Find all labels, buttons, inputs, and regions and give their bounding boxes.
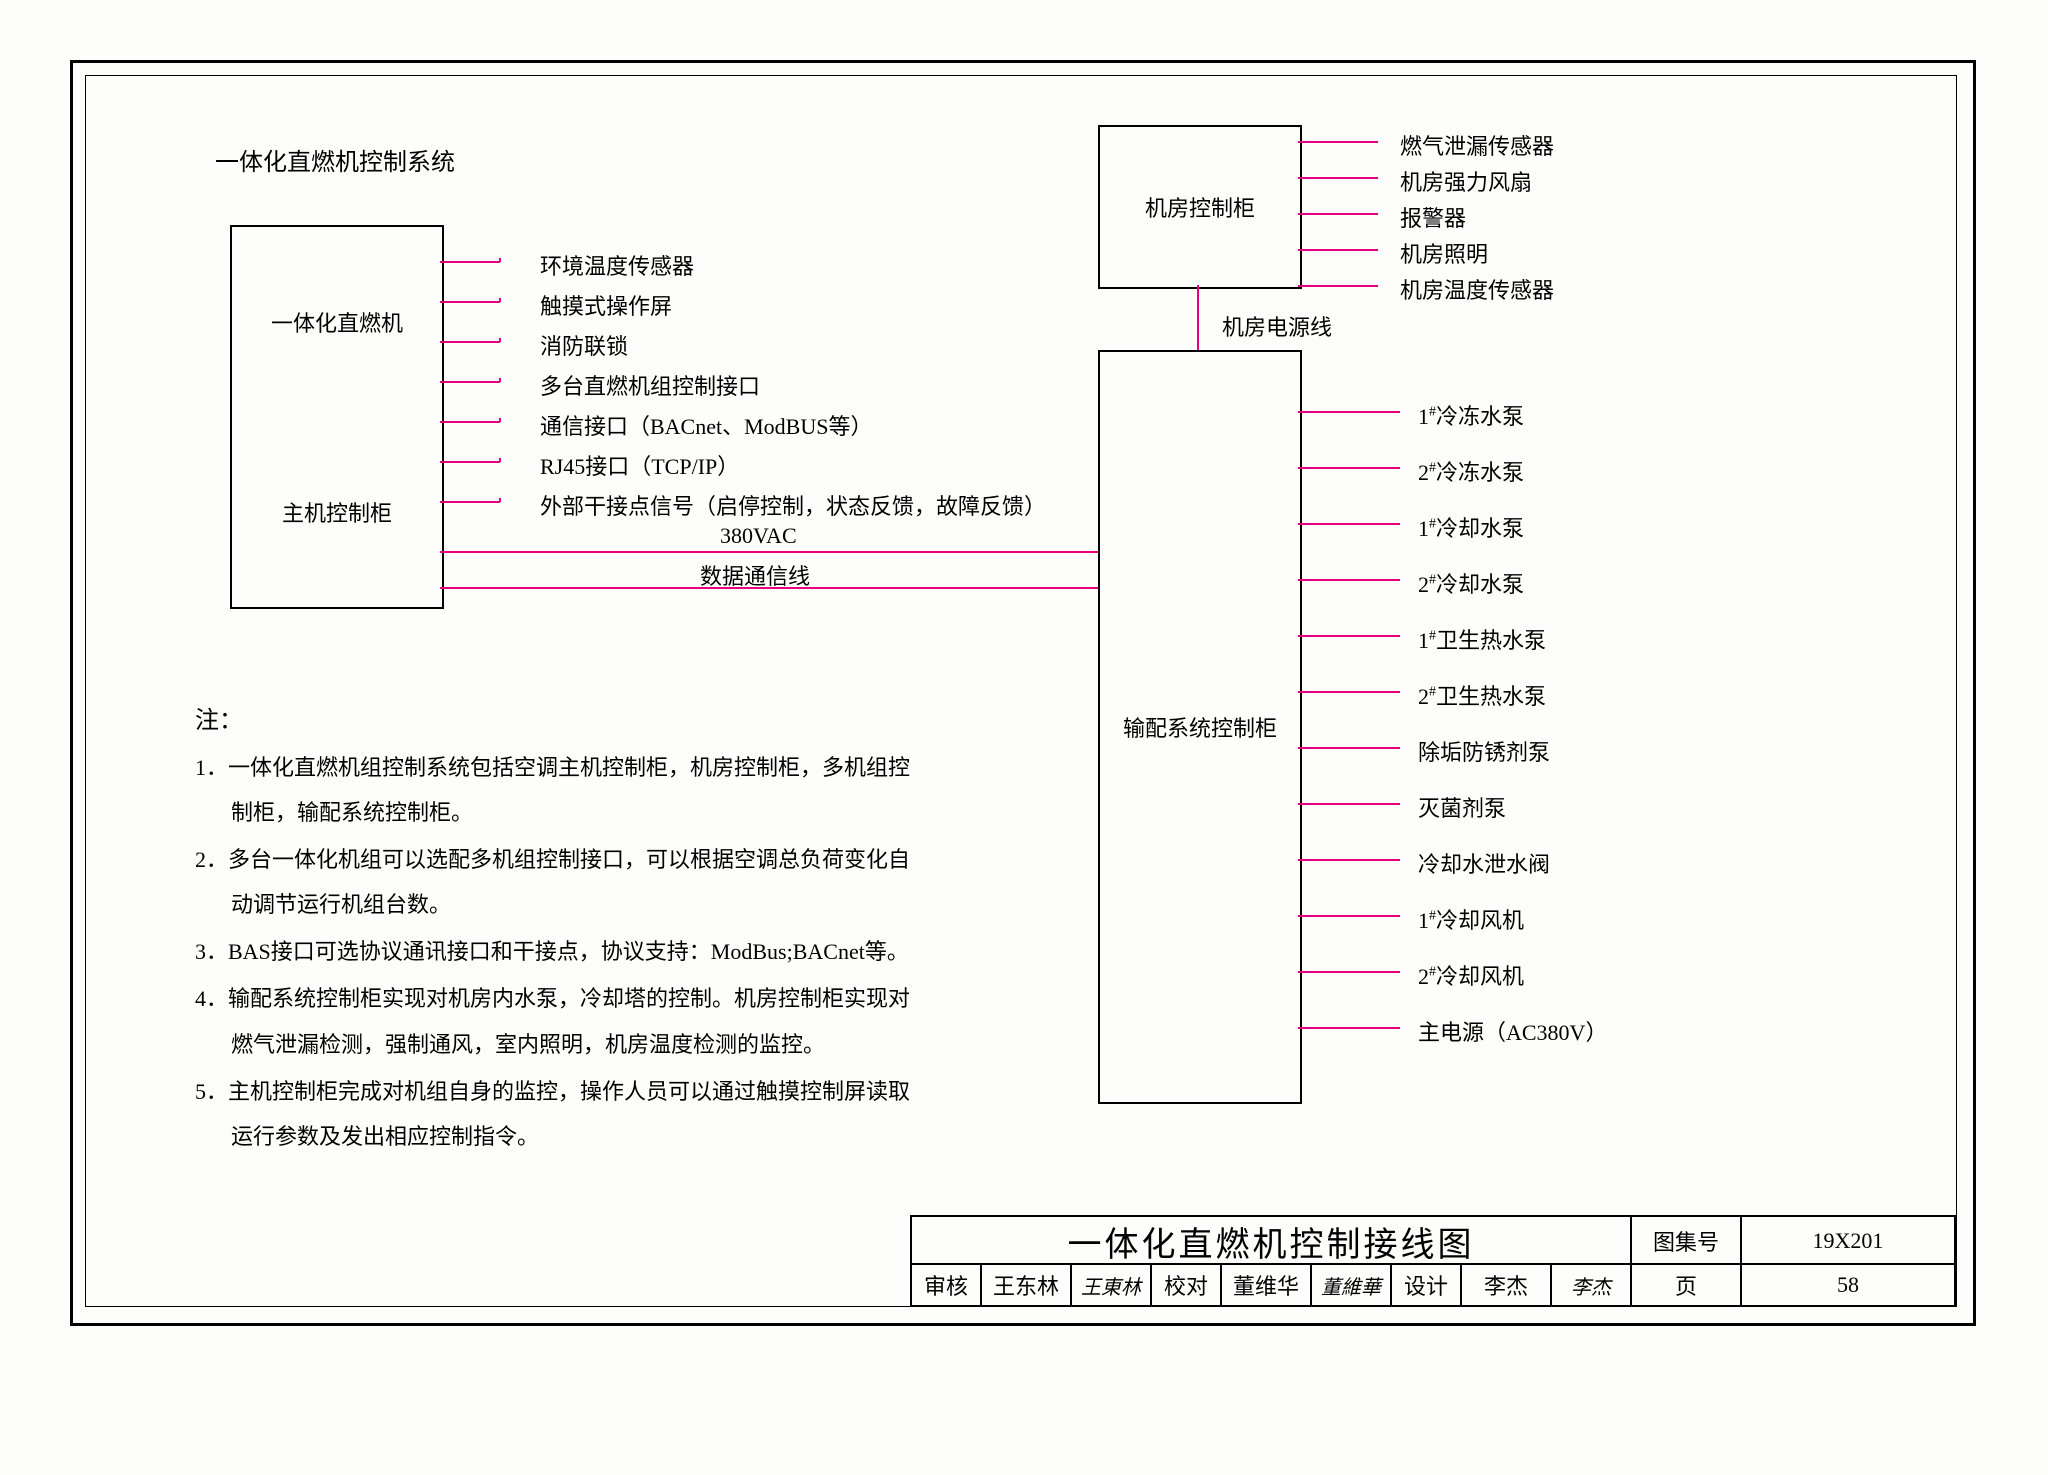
title-block: 一体化直燃机控制接线图 图集号 19X201 审核 王东林 王東林 校对 董维华… bbox=[910, 1215, 1956, 1307]
main-output-2: 消防联锁 bbox=[540, 329, 628, 361]
dist-cabinet-label: 输配系统控制柜 bbox=[1123, 711, 1277, 743]
dist-output-6: 除垢防锈剂泵 bbox=[1418, 735, 1550, 767]
dist-output-9: 1#冷却风机 bbox=[1418, 903, 1524, 935]
room-output-0: 燃气泄漏传感器 bbox=[1400, 129, 1554, 161]
room-output-2: 报警器 bbox=[1400, 201, 1466, 233]
main-output-4: 通信接口（BACnet、ModBUS等） bbox=[540, 409, 872, 441]
main-unit-upper-label: 一体化直燃机 bbox=[271, 227, 403, 417]
dist-output-8: 冷却水泄水阀 bbox=[1418, 847, 1550, 879]
main-output-5: RJ45接口（TCP/IP） bbox=[540, 449, 739, 481]
drawing-title: 一体化直燃机控制接线图 bbox=[912, 1217, 1632, 1265]
main-connector-1: 数据通信线 bbox=[700, 559, 810, 591]
room-output-1: 机房强力风扇 bbox=[1400, 165, 1532, 197]
check-signature: 董維華 bbox=[1312, 1265, 1392, 1305]
room-power-label: 机房电源线 bbox=[1222, 310, 1332, 342]
review-name: 王东林 bbox=[982, 1265, 1072, 1305]
main-connector-0: 380VAC bbox=[720, 523, 797, 549]
dist-output-2: 1#冷却水泵 bbox=[1418, 511, 1524, 543]
main-unit-box: 一体化直燃机 主机控制柜 bbox=[230, 225, 444, 609]
dist-output-5: 2#卫生热水泵 bbox=[1418, 679, 1546, 711]
notes-title: 注： bbox=[195, 700, 243, 735]
design-label: 设计 bbox=[1392, 1265, 1462, 1305]
room-output-4: 机房温度传感器 bbox=[1400, 273, 1554, 305]
diagram-canvas: 一体化直燃机控制系统 一体化直燃机 主机控制柜 机房控制柜 输配系统控制柜 机房… bbox=[0, 0, 2048, 1475]
note-2: 2．多台一体化机组可以选配多机组控制接口，可以根据空调总负荷变化自动调节运行机组… bbox=[231, 837, 915, 927]
dist-output-1: 2#冷冻水泵 bbox=[1418, 455, 1524, 487]
main-output-3: 多台直燃机组控制接口 bbox=[540, 369, 760, 401]
dist-output-4: 1#卫生热水泵 bbox=[1418, 623, 1546, 655]
review-signature: 王東林 bbox=[1072, 1265, 1152, 1305]
main-output-6: 外部干接点信号（启停控制，状态反馈，故障反馈） bbox=[540, 489, 1046, 521]
check-name: 董维华 bbox=[1222, 1265, 1312, 1305]
check-label: 校对 bbox=[1152, 1265, 1222, 1305]
dist-output-7: 灭菌剂泵 bbox=[1418, 791, 1506, 823]
note-3: 3．BAS接口可选协议通讯接口和干接点，协议支持：ModBus;BACnet等。 bbox=[231, 929, 915, 974]
room-cabinet-label: 机房控制柜 bbox=[1145, 191, 1255, 223]
note-5: 5．主机控制柜完成对机组自身的监控，操作人员可以通过触摸控制屏读取运行参数及发出… bbox=[231, 1069, 915, 1159]
atlas-value: 19X201 bbox=[1742, 1217, 1954, 1265]
design-signature: 李杰 bbox=[1552, 1265, 1632, 1305]
main-output-0: 环境温度传感器 bbox=[540, 249, 694, 281]
system-title: 一体化直燃机控制系统 bbox=[215, 142, 455, 177]
room-output-3: 机房照明 bbox=[1400, 237, 1488, 269]
notes-list: 1．一体化直燃机组控制系统包括空调主机控制柜，机房控制柜，多机组控制柜，输配系统… bbox=[195, 745, 915, 1161]
dist-output-11: 主电源（AC380V） bbox=[1418, 1015, 1607, 1047]
note-4: 4．输配系统控制柜实现对机房内水泵，冷却塔的控制。机房控制柜实现对燃气泄漏检测，… bbox=[231, 976, 915, 1066]
note-1: 1．一体化直燃机组控制系统包括空调主机控制柜，机房控制柜，多机组控制柜，输配系统… bbox=[231, 745, 915, 835]
dist-output-10: 2#冷却风机 bbox=[1418, 959, 1524, 991]
dist-output-3: 2#冷却水泵 bbox=[1418, 567, 1524, 599]
main-output-1: 触摸式操作屏 bbox=[540, 289, 672, 321]
page-value: 58 bbox=[1742, 1265, 1954, 1305]
design-name: 李杰 bbox=[1462, 1265, 1552, 1305]
main-unit-lower-label: 主机控制柜 bbox=[282, 417, 392, 607]
dist-output-0: 1#冷冻水泵 bbox=[1418, 399, 1524, 431]
atlas-label: 图集号 bbox=[1632, 1217, 1742, 1265]
review-label: 审核 bbox=[912, 1265, 982, 1305]
dist-cabinet-box: 输配系统控制柜 bbox=[1098, 350, 1302, 1104]
room-cabinet-box: 机房控制柜 bbox=[1098, 125, 1302, 289]
page-label: 页 bbox=[1632, 1265, 1742, 1305]
